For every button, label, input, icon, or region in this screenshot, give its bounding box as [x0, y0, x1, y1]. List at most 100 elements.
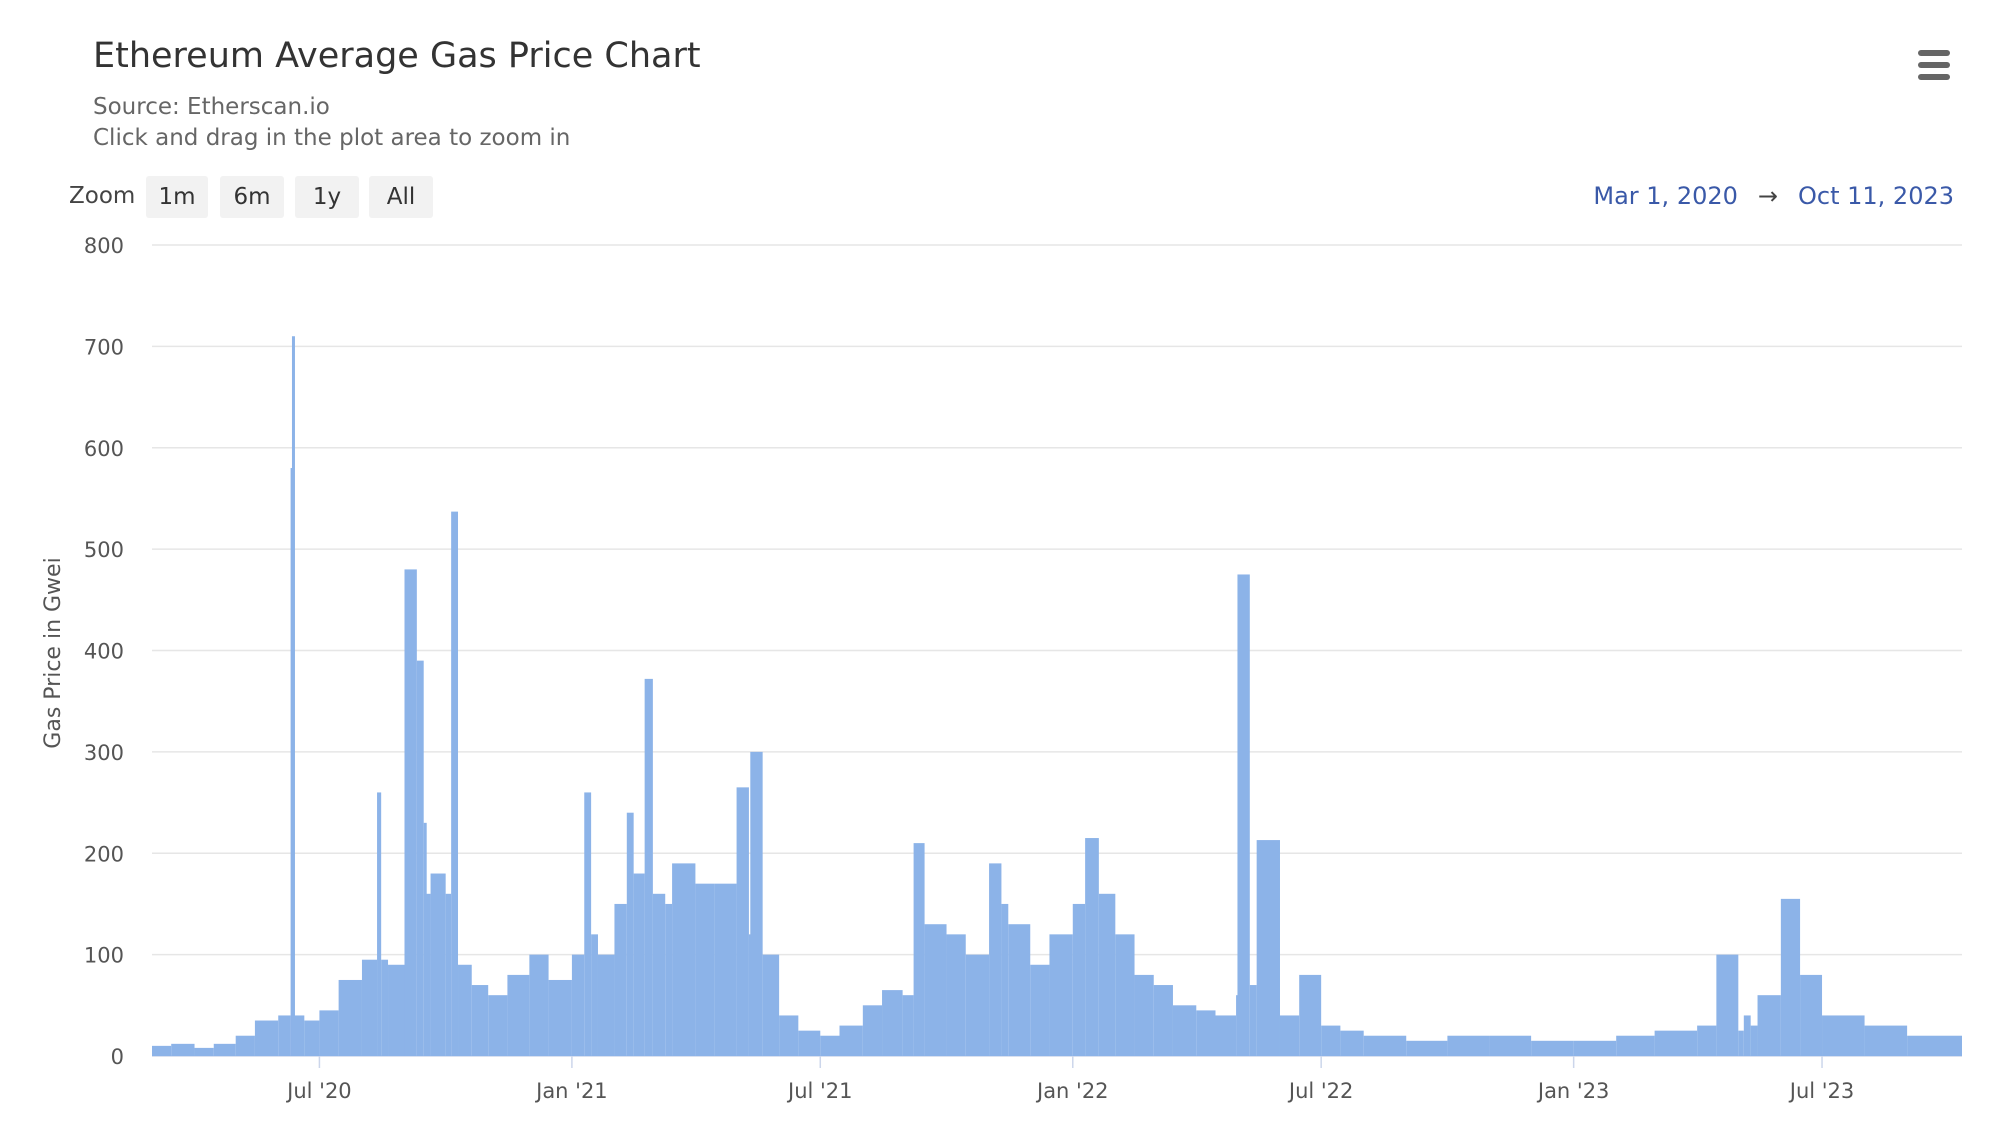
zoom-all-button[interactable]: All	[369, 176, 433, 218]
price-bar[interactable]	[1049, 934, 1073, 1056]
price-bar[interactable]	[1215, 1015, 1237, 1056]
price-bar[interactable]	[388, 964, 405, 1056]
price-bar[interactable]	[1864, 1025, 1908, 1056]
price-bar[interactable]	[1654, 1030, 1698, 1056]
price-bar[interactable]	[750, 751, 763, 1056]
price-bar[interactable]	[213, 1043, 236, 1056]
price-bar[interactable]	[458, 964, 472, 1056]
price-bar[interactable]	[416, 660, 424, 1056]
price-bar[interactable]	[839, 1025, 863, 1056]
price-bar[interactable]	[1008, 924, 1031, 1056]
price-bar[interactable]	[235, 1035, 255, 1056]
price-bar[interactable]	[798, 1030, 821, 1056]
range-to-date[interactable]: Oct 11, 2023	[1798, 182, 1954, 210]
price-bar[interactable]	[423, 822, 427, 1056]
price-bar[interactable]	[1249, 985, 1257, 1056]
price-bar[interactable]	[1406, 1040, 1448, 1056]
price-bar[interactable]	[902, 995, 914, 1056]
price-bar[interactable]	[965, 954, 990, 1056]
price-bar[interactable]	[404, 569, 417, 1056]
price-bar[interactable]	[882, 990, 903, 1056]
price-bar[interactable]	[1822, 1015, 1865, 1056]
price-bar[interactable]	[614, 903, 627, 1056]
price-bar[interactable]	[665, 903, 673, 1056]
price-bar[interactable]	[507, 974, 530, 1056]
price-bar[interactable]	[426, 893, 431, 1056]
range-from-date[interactable]: Mar 1, 2020	[1593, 182, 1738, 210]
price-bar[interactable]	[1800, 974, 1823, 1056]
price-bar[interactable]	[278, 1015, 291, 1056]
price-bar[interactable]	[1907, 1035, 1962, 1056]
price-bar[interactable]	[1743, 1015, 1751, 1056]
price-bar[interactable]	[695, 883, 715, 1056]
price-bar[interactable]	[1030, 964, 1050, 1056]
zoom-6m-button[interactable]: 6m	[220, 176, 284, 218]
price-bar[interactable]	[338, 979, 362, 1056]
price-bar[interactable]	[714, 883, 737, 1056]
price-bar[interactable]	[471, 985, 489, 1056]
price-bar[interactable]	[1321, 1025, 1341, 1056]
price-bar[interactable]	[1134, 974, 1154, 1056]
price-bar[interactable]	[194, 1047, 214, 1056]
price-bar[interactable]	[548, 979, 572, 1056]
price-bar[interactable]	[291, 336, 295, 1056]
price-bar[interactable]	[736, 787, 749, 1056]
price-bar[interactable]	[1279, 1015, 1300, 1056]
price-bar[interactable]	[1616, 1035, 1655, 1056]
price-bar[interactable]	[319, 1010, 339, 1056]
price-bar[interactable]	[762, 954, 780, 1056]
price-bar[interactable]	[377, 792, 382, 1056]
price-bar[interactable]	[1340, 1030, 1364, 1056]
price-bar[interactable]	[1115, 934, 1135, 1056]
price-bar[interactable]	[597, 954, 615, 1056]
price-bar[interactable]	[1489, 1035, 1532, 1056]
price-bar[interactable]	[1447, 1035, 1490, 1056]
price-bar[interactable]	[1256, 840, 1280, 1056]
price-bar[interactable]	[584, 792, 592, 1056]
price-bar[interactable]	[1153, 985, 1173, 1056]
price-bar[interactable]	[913, 843, 925, 1056]
price-bar[interactable]	[1750, 1025, 1758, 1056]
price-bar[interactable]	[571, 954, 585, 1056]
price-bar[interactable]	[293, 1015, 305, 1056]
price-bar[interactable]	[1531, 1040, 1574, 1056]
price-bar[interactable]	[1697, 1025, 1717, 1056]
price-bar[interactable]	[1172, 1005, 1197, 1056]
price-bar[interactable]	[989, 863, 1002, 1056]
price-bar[interactable]	[644, 678, 653, 1056]
price-bar[interactable]	[946, 934, 966, 1056]
price-bar[interactable]	[591, 934, 598, 1056]
price-bar[interactable]	[633, 873, 645, 1056]
price-bar[interactable]	[924, 924, 947, 1056]
price-bar[interactable]	[862, 1005, 883, 1056]
zoom-1m-button[interactable]: 1m	[146, 176, 208, 218]
price-bar[interactable]	[1299, 974, 1322, 1056]
price-bar[interactable]	[254, 1020, 279, 1056]
price-bar[interactable]	[672, 863, 696, 1056]
price-bar[interactable]	[1098, 893, 1116, 1056]
price-bar[interactable]	[626, 812, 634, 1056]
price-bar[interactable]	[1085, 838, 1099, 1056]
price-bar[interactable]	[1072, 903, 1086, 1056]
price-bar[interactable]	[1001, 903, 1009, 1056]
price-bar[interactable]	[820, 1035, 840, 1056]
hamburger-menu-icon[interactable]	[1914, 48, 1954, 84]
price-bar[interactable]	[381, 959, 389, 1056]
price-bar[interactable]	[451, 511, 459, 1057]
price-bar[interactable]	[152, 1045, 172, 1056]
price-bar[interactable]	[361, 959, 378, 1056]
price-bar[interactable]	[529, 954, 549, 1056]
price-bar[interactable]	[1573, 1040, 1617, 1056]
price-bar[interactable]	[1237, 574, 1250, 1056]
price-bar[interactable]	[1738, 1030, 1744, 1056]
price-bar[interactable]	[171, 1043, 195, 1056]
zoom-1y-button[interactable]: 1y	[295, 176, 359, 218]
price-bar[interactable]	[1757, 995, 1781, 1056]
price-bar[interactable]	[652, 893, 666, 1056]
price-bar[interactable]	[304, 1020, 320, 1056]
price-bar[interactable]	[430, 873, 446, 1056]
price-bar[interactable]	[1780, 898, 1801, 1056]
price-bar[interactable]	[1363, 1035, 1407, 1056]
price-bar[interactable]	[445, 893, 452, 1056]
